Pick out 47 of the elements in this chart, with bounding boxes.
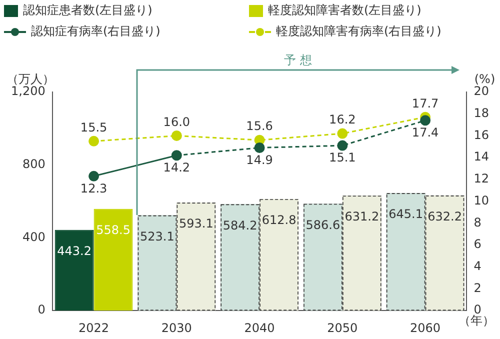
data-label: 16.2	[329, 112, 356, 127]
data-label: 15.1	[329, 150, 356, 165]
x-tick-label: 2050	[327, 320, 358, 335]
data-label: 17.7	[412, 96, 439, 110]
legend-label: 軽度認知障害有病率(右目盛り)	[276, 23, 442, 40]
data-label: 523.1	[140, 229, 174, 244]
y2-tick-label: 6	[474, 237, 482, 252]
data-label: 14.2	[163, 160, 190, 175]
y2-tick-label: 16	[474, 128, 490, 142]
data-label: 12.3	[80, 181, 108, 196]
y-tick-label: 800	[22, 156, 46, 171]
x-tick-label: 2030	[161, 320, 192, 335]
x-tick-label: 2060	[410, 320, 441, 335]
legend-label: 認知症有病率(右目盛り)	[31, 23, 160, 40]
y-tick-label: 400	[22, 230, 46, 244]
data-label: 16.0	[163, 114, 190, 129]
data-label: 14.9	[246, 152, 273, 167]
y-axis-title: （万人）	[6, 72, 54, 86]
legend-label: 軽度認知障害者数(左目盛り)	[268, 2, 422, 19]
y-tick-label: 0	[38, 302, 46, 317]
data-label: 15.6	[246, 119, 273, 134]
y2-tick-label: 14	[474, 150, 490, 164]
y2-tick-label: 20	[474, 84, 490, 98]
data-label: 612.8	[262, 213, 296, 228]
data-label: 593.1	[178, 216, 214, 231]
data-label: 631.2	[344, 210, 380, 224]
data-label: 586.6	[306, 218, 340, 232]
x-axis-title: （年）	[458, 314, 495, 328]
y2-tick-label: 10	[474, 193, 490, 208]
x-tick-label: 2040	[244, 320, 275, 335]
y2-tick-label: 4	[474, 259, 482, 274]
data-label: 17.4	[412, 126, 439, 140]
text: 予 想	[283, 52, 313, 69]
y2-tick-label: 12	[474, 172, 490, 186]
data-label: 15.5	[80, 120, 108, 134]
legend-label: 認知症患者数(左目盛り)	[23, 2, 152, 19]
data-label: 584.2	[222, 218, 258, 232]
x-tick-label: 2022	[78, 320, 110, 335]
data-label: 645.1	[388, 207, 423, 222]
y2-tick-label: 18	[474, 106, 490, 120]
data-label: 443.2	[57, 244, 92, 258]
y2-tick-label: 2	[474, 280, 482, 295]
y-tick-label: 1,200	[10, 84, 46, 98]
y2-axis-title: (%)	[474, 72, 496, 86]
data-label: 558.5	[96, 222, 130, 237]
data-label: 632.2	[428, 210, 462, 224]
y2-tick-label: 8	[474, 215, 482, 230]
